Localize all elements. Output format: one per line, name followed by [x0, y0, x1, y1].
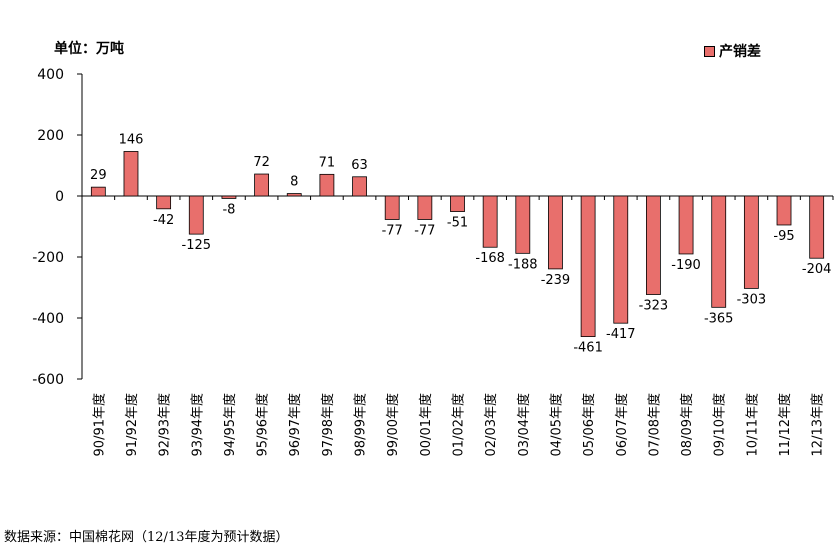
- y-axis: 400 200 0 -200 -400 -600: [32, 67, 83, 388]
- x-tick-label: 01/02年度: [451, 393, 467, 456]
- data-label: -77: [414, 223, 435, 238]
- x-tick-label: 96/97年度: [287, 393, 303, 456]
- unit-label: 单位：万吨: [54, 41, 124, 57]
- x-tick-label: 97/98年度: [320, 393, 336, 456]
- data-label: 146: [119, 132, 144, 147]
- data-label: -365: [704, 311, 734, 326]
- x-tick-label: 06/07年度: [614, 393, 630, 456]
- bar: [156, 195, 172, 210]
- bar: [221, 195, 237, 199]
- legend: 产销差: [704, 41, 761, 61]
- x-tick-label: 92/93年度: [157, 393, 173, 456]
- legend-label: 产销差: [719, 44, 761, 60]
- x-tick-label: 94/95年度: [222, 393, 238, 456]
- legend-swatch: [704, 45, 715, 57]
- data-label: -42: [153, 213, 174, 228]
- x-tick-label: 95/96年度: [255, 393, 271, 456]
- data-label: 72: [253, 155, 270, 170]
- y-tick-label: -400: [32, 311, 64, 327]
- x-tick-label: 08/09年度: [679, 393, 695, 456]
- bar: [809, 195, 825, 259]
- data-label: -188: [508, 257, 538, 272]
- data-label: 8: [290, 175, 298, 190]
- x-tick-label: 09/10年度: [712, 393, 728, 456]
- data-label: 63: [351, 158, 368, 173]
- bar: [319, 173, 335, 197]
- bar: [743, 195, 759, 289]
- data-label: 29: [90, 168, 107, 183]
- x-tick-label: 99/00年度: [385, 393, 401, 456]
- x-tick-label: 10/11年度: [744, 393, 760, 456]
- data-label: -323: [639, 299, 669, 314]
- data-label: -239: [541, 273, 571, 288]
- bar: [188, 195, 204, 235]
- x-tick-labels: 90/91年度 91/92年度 92/93年度 93/94年度 94/95年度 95/96…: [91, 393, 825, 456]
- bar: [515, 195, 531, 254]
- x-tick-label: 90/91年度: [91, 393, 107, 456]
- bar: [580, 195, 596, 338]
- data-label: -168: [475, 251, 505, 266]
- x-tick-label: 98/99年度: [353, 393, 369, 456]
- x-tick-label: 05/06年度: [581, 393, 597, 456]
- data-label: -8: [222, 202, 235, 217]
- x-tick-label: 03/04年度: [516, 393, 532, 456]
- data-label: -77: [382, 223, 403, 238]
- bar: [711, 195, 727, 308]
- data-label: -125: [182, 238, 212, 253]
- x-tick-label: 04/05年度: [548, 393, 564, 456]
- x-tick-label: 91/92年度: [124, 393, 140, 456]
- x-tick-label: 00/01年度: [418, 393, 434, 456]
- data-label: 71: [319, 155, 336, 170]
- x-tick-label: 02/03年度: [483, 393, 499, 456]
- bar: [646, 195, 661, 295]
- data-label: -303: [737, 292, 767, 307]
- data-label: -417: [606, 327, 636, 342]
- y-tick-label: 200: [37, 128, 64, 144]
- bar: [548, 195, 563, 270]
- bar: [776, 195, 792, 226]
- y-tick-label: -200: [32, 250, 64, 266]
- data-label: -204: [802, 262, 832, 277]
- bars: [90, 151, 825, 338]
- data-label: -95: [773, 229, 794, 244]
- y-tick-label: -600: [32, 372, 64, 388]
- data-label: -51: [447, 216, 468, 231]
- bar: [384, 195, 400, 220]
- bar: [90, 186, 106, 197]
- bar: [123, 151, 139, 197]
- data-label: -190: [671, 258, 701, 273]
- x-tick-label: 07/08年度: [646, 393, 662, 456]
- bar: [482, 195, 498, 248]
- bar: [352, 176, 367, 197]
- y-tick-label: 400: [37, 67, 64, 83]
- x-tick-label: 11/12年度: [777, 393, 793, 456]
- x-tick-label: 93/94年度: [189, 393, 205, 456]
- bar: [286, 193, 302, 197]
- bar: [254, 173, 269, 197]
- source-note: 数据来源：中国棉花网（12/13年度为预计数据）: [4, 530, 289, 545]
- y-tick-label: 0: [55, 189, 64, 205]
- data-label: -461: [573, 341, 603, 356]
- bar: [613, 195, 629, 324]
- bar: [678, 195, 694, 255]
- x-tick-label: 12/13年度: [810, 393, 826, 456]
- bar: [450, 195, 465, 212]
- bar: [417, 195, 433, 220]
